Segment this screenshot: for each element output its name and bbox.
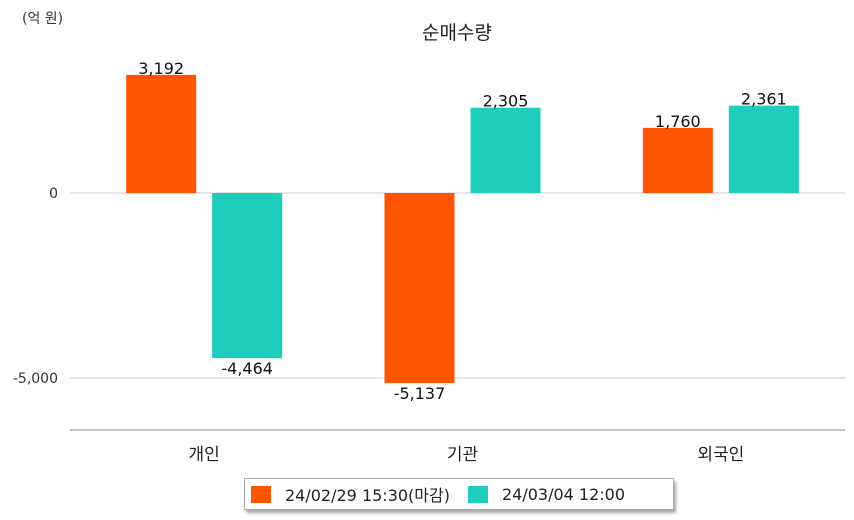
legend-swatch-series-1 — [251, 485, 271, 503]
data-label: -4,464 — [221, 359, 273, 378]
bar — [126, 74, 197, 193]
legend-label-series-1: 24/02/29 15:30(마감) — [285, 486, 450, 505]
data-label: -5,137 — [394, 384, 446, 403]
data-label: 3,192 — [138, 59, 184, 78]
legend-item-series-1[interactable]: 24/02/29 15:30(마감) — [251, 482, 450, 506]
legend-swatch-series-2 — [467, 485, 488, 503]
y-tick-label: 0 — [49, 186, 58, 202]
bar — [212, 193, 283, 359]
legend-label-series-2: 24/03/04 12:00 — [501, 484, 626, 504]
data-label: 2,305 — [483, 92, 529, 111]
bar — [728, 105, 799, 193]
y-tick-label: -5,000 — [13, 371, 58, 387]
unit-label: (억 원) — [22, 11, 64, 27]
legend: 24/02/29 15:30(마감) 24/03/04 12:00 — [244, 478, 674, 510]
x-tick-label: 기관 — [447, 445, 478, 465]
data-label: 1,760 — [655, 112, 701, 131]
x-tick-label: 개인 — [189, 445, 220, 465]
x-tick-label: 외국인 — [697, 445, 744, 465]
bar — [470, 107, 541, 193]
bar — [642, 127, 713, 193]
legend-item-series-2[interactable]: 24/03/04 12:00 — [467, 484, 626, 504]
bar — [384, 193, 455, 384]
data-label: 2,361 — [741, 90, 787, 109]
chart-title: 순매수량 — [422, 22, 492, 44]
